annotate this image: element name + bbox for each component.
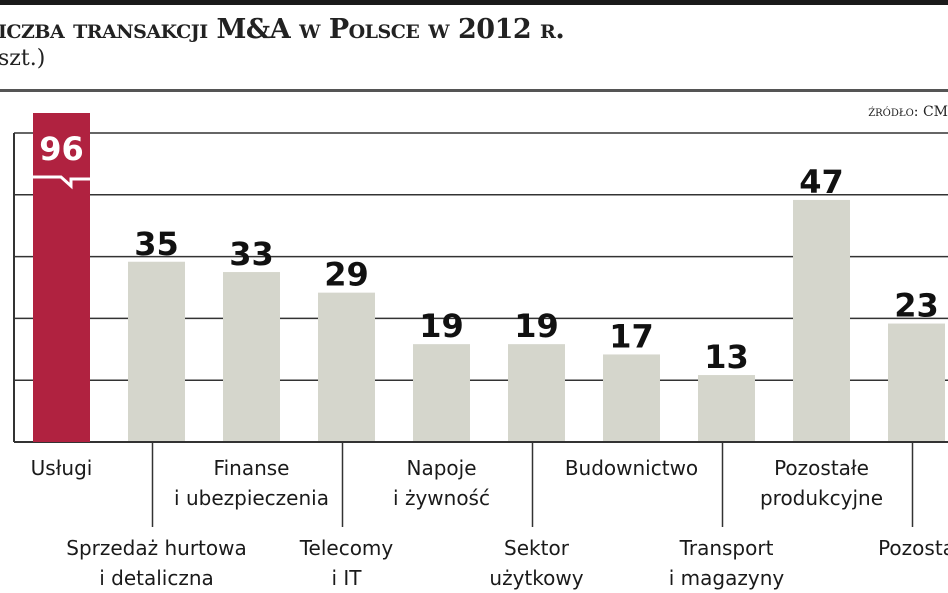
bar	[888, 323, 945, 442]
category-label: Sprzedaż hurtowa	[66, 536, 247, 560]
category-label: Usługi	[31, 456, 93, 480]
category-label: Sektor	[504, 536, 570, 560]
bar-highlight	[33, 113, 90, 442]
header-rule	[0, 89, 948, 92]
bar-break-marker	[33, 175, 90, 190]
data-label: 47	[799, 163, 844, 201]
chart-subtitle: szt.)	[0, 46, 46, 71]
data-label: 19	[419, 307, 464, 345]
category-label: i detaliczna	[99, 566, 214, 590]
data-label: 35	[134, 225, 179, 263]
top-rule	[0, 0, 948, 5]
bar	[318, 292, 375, 442]
bar	[413, 344, 470, 442]
bar	[698, 375, 755, 442]
data-label: 29	[324, 256, 369, 294]
category-label: Transport	[679, 536, 774, 560]
category-label: i IT	[331, 566, 362, 590]
category-label: i ubezpieczenia	[174, 486, 329, 510]
bar	[223, 272, 280, 442]
category-label: produkcyjne	[760, 486, 883, 510]
data-label: 13	[704, 338, 749, 376]
bar	[128, 261, 185, 442]
category-label: Finanse	[214, 456, 290, 480]
category-label: Napoje	[406, 456, 476, 480]
data-label: 23	[894, 287, 939, 325]
category-label: i magazyny	[669, 566, 785, 590]
data-label: 19	[514, 307, 559, 345]
bar	[793, 199, 850, 442]
data-label: 33	[229, 235, 274, 273]
category-label: Pozostałe	[774, 456, 869, 480]
chart-title: iczba transakcji M&A w Polsce w 2012 r.	[0, 14, 565, 45]
category-label: i żywność	[393, 486, 490, 510]
bar	[508, 344, 565, 442]
category-label: użytkowy	[489, 566, 583, 590]
source-note: źródło: CM	[868, 104, 948, 120]
category-label: Budownictwo	[565, 456, 698, 480]
bar	[603, 354, 660, 442]
data-label: 17	[609, 317, 654, 355]
category-label: Pozosta	[878, 536, 948, 560]
category-label: Telecomy	[299, 536, 394, 560]
data-label: 96	[39, 130, 84, 168]
